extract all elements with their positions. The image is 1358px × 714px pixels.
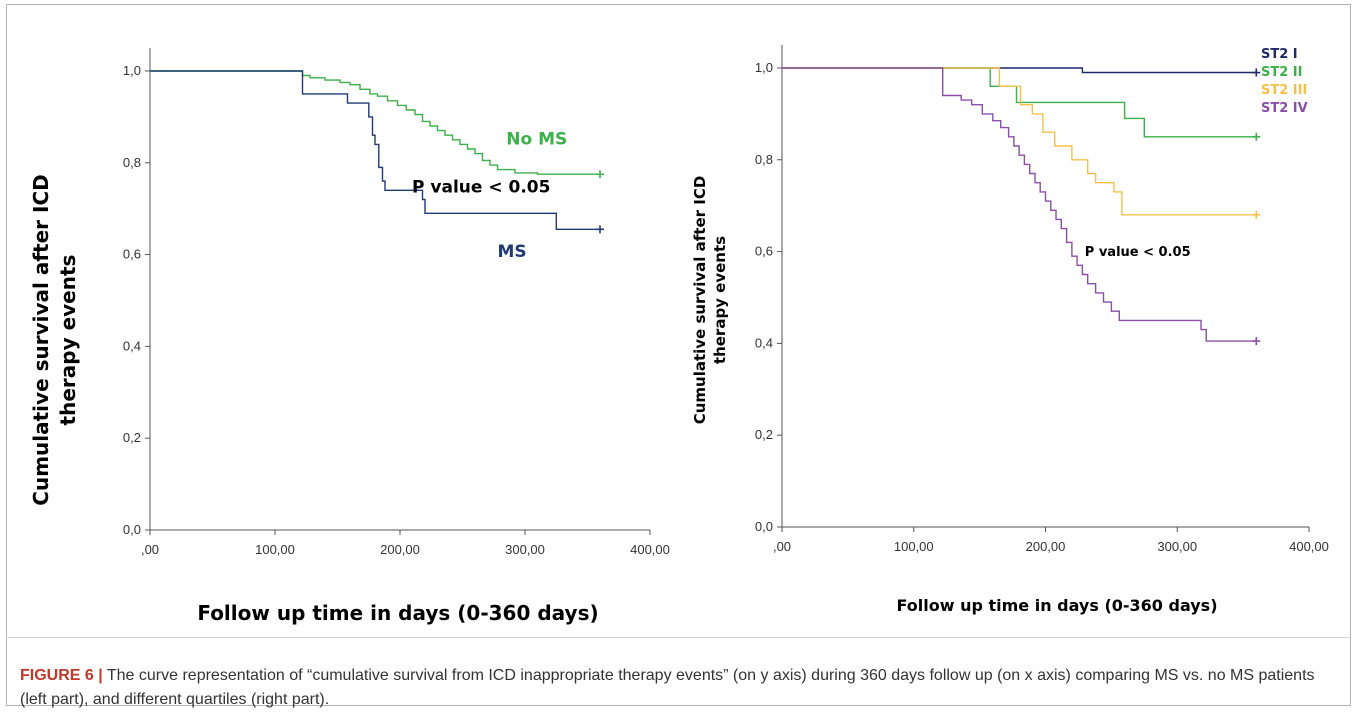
series-line-2	[782, 67, 1257, 216]
x-tick-label: 200,00	[380, 542, 420, 557]
y-axis-title-right: Cumulative survival after ICD therapy ev…	[691, 176, 729, 425]
x-tick-label: 400,00	[630, 542, 670, 557]
km-chart-ms-vs-no-ms: Cumulative survival after ICD therapy ev…	[29, 48, 670, 625]
y-tick-label: 1,0	[123, 63, 141, 78]
series-line-3	[782, 67, 1257, 342]
censor-mark-1	[1252, 132, 1261, 141]
x-axis-title: Follow up time in days (0-360 days)	[896, 596, 1217, 615]
censor-mark-1	[596, 225, 604, 234]
series-line-0	[150, 70, 600, 175]
x-tick-label: 300,00	[505, 542, 545, 557]
p-value-annotation: P value < 0.05	[1085, 245, 1191, 260]
legend-entry-0: ST2 I	[1261, 47, 1298, 62]
censor-mark-3	[1252, 337, 1261, 346]
y-tick-label: 0,6	[123, 247, 141, 262]
y-tick-label: 0,8	[123, 155, 141, 170]
p-value-annotation: P value < 0.05	[412, 178, 550, 198]
x-axis-title: Follow up time in days (0-360 days)	[197, 601, 598, 625]
x-tick-label: 100,00	[255, 542, 295, 557]
series-label-1: MS	[498, 242, 527, 262]
x-tick-label: 400,00	[1289, 539, 1329, 554]
x-tick-label: ,00	[773, 539, 791, 554]
y-tick-label: 0,2	[755, 427, 773, 442]
y-tick-label: 0,0	[123, 522, 141, 537]
y-axis-title-line2: therapy events	[711, 236, 729, 364]
figure-frame	[6, 4, 1351, 706]
x-tick-label: 100,00	[894, 539, 934, 554]
km-chart-st2-quartiles: Cumulative survival after ICD therapy ev…	[691, 45, 1329, 615]
y-tick-label: 1,0	[755, 60, 773, 75]
legend-entry-3: ST2 IV	[1261, 101, 1308, 116]
y-axis-title-line1: Cumulative survival after ICD	[29, 174, 53, 505]
x-tick-label: ,00	[141, 542, 159, 557]
x-tick-label: 200,00	[1026, 539, 1066, 554]
series-label-0: No MS	[506, 129, 567, 149]
y-tick-label: 0,2	[123, 430, 141, 445]
censor-mark-0	[596, 170, 604, 179]
y-tick-label: 0,4	[755, 335, 773, 350]
series-line-1	[782, 67, 1257, 138]
caption-divider	[6, 637, 1351, 638]
y-tick-label: 0,8	[755, 152, 773, 167]
y-axis-title-line1: Cumulative survival after ICD	[691, 176, 709, 425]
y-tick-label: 0,4	[123, 338, 141, 353]
legend-entry-1: ST2 II	[1261, 65, 1302, 80]
y-tick-label: 0,6	[755, 244, 773, 259]
y-axis-title-left: Cumulative survival after ICD therapy ev…	[29, 174, 80, 505]
censor-mark-0	[1252, 68, 1261, 77]
censor-mark-2	[1252, 210, 1261, 219]
figure-caption: FIGURE 6 | The curve representation of “…	[20, 664, 1340, 712]
y-tick-label: 0,0	[755, 519, 773, 534]
figure-label: FIGURE 6 |	[20, 667, 103, 684]
y-axis-title-line2: therapy events	[56, 255, 80, 426]
legend-entry-2: ST2 III	[1261, 83, 1307, 98]
x-tick-label: 300,00	[1157, 539, 1197, 554]
figure-caption-text: The curve representation of “cumulative …	[20, 667, 1315, 708]
series-line-1	[150, 70, 600, 230]
